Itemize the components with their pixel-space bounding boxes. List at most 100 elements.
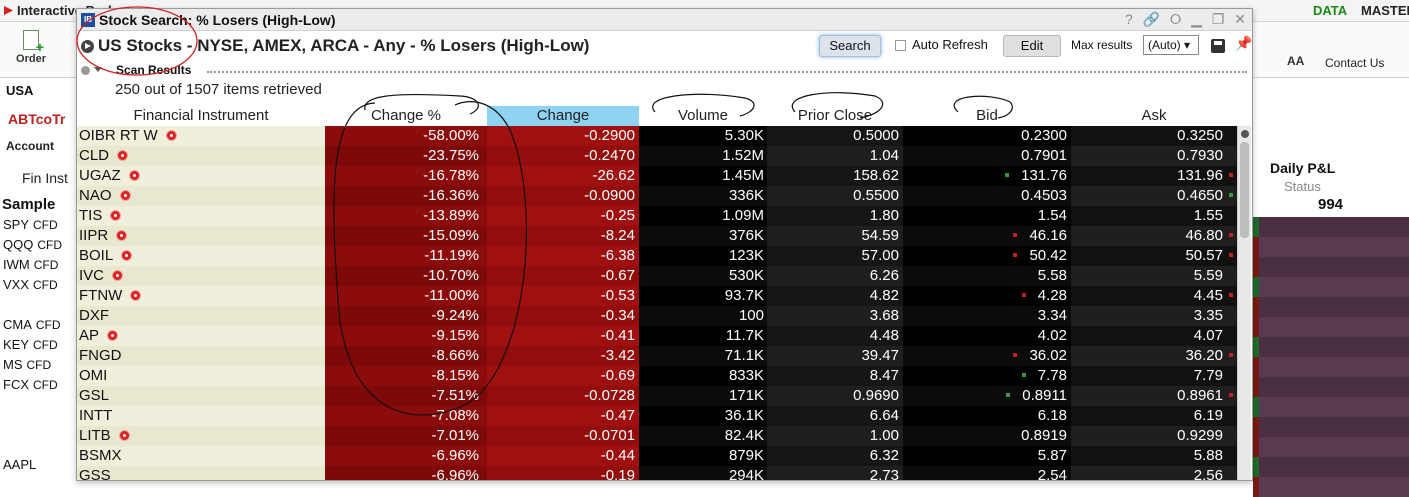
save-icon[interactable]: [1211, 39, 1225, 53]
glasses-icon[interactable]: ⭘: [1170, 11, 1182, 27]
news-icon[interactable]: [119, 190, 131, 201]
watchlist-symbol[interactable]: IWM CFD: [3, 257, 58, 272]
watchlist-symbol[interactable]: FCX CFD: [3, 377, 58, 392]
cell-change-value: -0.44: [600, 447, 635, 464]
watchlist-symbol[interactable]: MS CFD: [3, 357, 51, 372]
table-row[interactable]: INTT -7.08% -0.47 36.1K 6.64 6.18 6.19: [77, 406, 1237, 426]
news-icon[interactable]: [121, 250, 133, 261]
news-icon[interactable]: [112, 270, 124, 281]
header-change-percent[interactable]: Change %: [370, 107, 442, 124]
watchlist-symbol[interactable]: KEY CFD: [3, 337, 58, 352]
table-row[interactable]: GSS -6.96% -0.19 294K 2.73 2.54 2.56: [77, 466, 1237, 480]
tick-indicator: [1229, 233, 1233, 237]
cell-change-percent: -10.70%: [325, 266, 487, 286]
row-marker: [1253, 377, 1259, 397]
cell-change-percent: -11.19%: [325, 246, 487, 266]
header-prior-close[interactable]: Prior Close: [797, 107, 873, 124]
watchlist-symbol[interactable]: CMA CFD: [3, 317, 61, 332]
cell-ask: 0.3250: [1071, 126, 1237, 146]
watchlist-symbol[interactable]: AAPL: [3, 457, 36, 472]
news-icon[interactable]: [107, 330, 119, 341]
vertical-scrollbar[interactable]: [1237, 126, 1251, 480]
cell-bid: 0.2300: [903, 126, 1071, 146]
search-button[interactable]: Search: [819, 35, 881, 57]
table-row[interactable]: FTNW -11.00% -0.53 93.7K 4.82 4.28 4.45: [77, 286, 1237, 306]
cell-ask-value: 5.59: [1193, 267, 1223, 284]
auto-refresh-checkbox[interactable]: [895, 40, 906, 51]
link-icon[interactable]: 🔗: [1142, 11, 1161, 27]
cell-ask: 6.19: [1071, 406, 1237, 426]
header-financial-instrument[interactable]: Financial Instrument: [133, 107, 269, 124]
close-icon[interactable]: ✕: [1234, 11, 1246, 27]
play-icon[interactable]: [81, 40, 94, 53]
news-icon[interactable]: [117, 150, 129, 161]
tick-indicator: [1006, 393, 1011, 397]
max-results-select[interactable]: (Auto) ▾: [1143, 35, 1199, 55]
pin-icon[interactable]: 📌: [1235, 35, 1253, 51]
cell-instrument: BOIL: [77, 246, 325, 266]
table-row[interactable]: AP -9.15% -0.41 11.7K 4.48 4.02 4.07: [77, 326, 1237, 346]
table-row[interactable]: OMI -8.15% -0.69 833K 8.47 7.78 7.79: [77, 366, 1237, 386]
header-ask[interactable]: Ask: [1141, 107, 1167, 124]
cell-ask: 5.59: [1071, 266, 1237, 286]
cell-prior-close-value: 8.47: [869, 367, 899, 384]
cell-instrument-value: IIPR: [79, 227, 109, 244]
edit-button[interactable]: Edit: [1003, 35, 1061, 57]
symbol-ticker: FCX: [3, 377, 29, 392]
news-icon[interactable]: [118, 430, 130, 441]
header-volume[interactable]: Volume: [677, 107, 729, 124]
watchlist-symbol[interactable]: SPY CFD: [3, 217, 58, 232]
table-row[interactable]: DXF -9.24% -0.34 100 3.68 3.34 3.35: [77, 306, 1237, 326]
news-icon[interactable]: [165, 130, 177, 141]
popup-title-bar[interactable]: IB Stock Search: % Losers (High-Low) ? 🔗…: [77, 9, 1252, 31]
news-icon[interactable]: [110, 210, 122, 221]
cell-change-value: -0.34: [600, 307, 635, 324]
minimize-icon[interactable]: ▁: [1191, 11, 1202, 27]
table-row[interactable]: UGAZ -16.78% -26.62 1.45M 158.62 131.76 131.96: [77, 166, 1237, 186]
table-row[interactable]: CLD -23.75% -0.2470 1.52M 1.04 0.7901 0.7930: [77, 146, 1237, 166]
cell-change-percent-value: -7.01%: [431, 427, 479, 444]
data-indicator[interactable]: DATA: [1313, 3, 1348, 18]
help-icon[interactable]: ?: [1125, 11, 1133, 27]
cell-volume-value: 530K: [728, 267, 764, 284]
scroll-thumb[interactable]: [1240, 142, 1249, 238]
watchlist-symbol[interactable]: VXX CFD: [3, 277, 58, 292]
table-row[interactable]: BSMX -6.96% -0.44 879K 6.32 5.87 5.88: [77, 446, 1237, 466]
page-tab[interactable]: ABTcoTr: [8, 111, 66, 127]
right-panel-row: [1253, 337, 1409, 357]
news-icon[interactable]: [128, 170, 140, 181]
order-button[interactable]: Order: [10, 28, 52, 74]
font-size-button[interactable]: AA: [1287, 54, 1305, 68]
header-bid[interactable]: Bid: [976, 107, 998, 124]
table-row[interactable]: OIBR RT W -58.00% -0.2900 5.30K 0.5000 0.2300…: [77, 126, 1237, 146]
table-row[interactable]: BOIL -11.19% -6.38 123K 57.00 50.42 50.57: [77, 246, 1237, 266]
maximize-icon[interactable]: ❐: [1211, 11, 1225, 27]
row-marker: [1253, 277, 1259, 297]
cell-ask: 0.4650: [1071, 186, 1237, 206]
table-row[interactable]: IVC -10.70% -0.67 530K 6.26 5.58 5.59: [77, 266, 1237, 286]
cell-change-percent: -8.66%: [325, 346, 487, 366]
chevron-down-icon[interactable]: [94, 67, 102, 72]
cell-change: -0.25: [487, 206, 639, 226]
cell-volume: 82.4K: [639, 426, 767, 446]
cell-change-value: -0.41: [600, 327, 635, 344]
table-row[interactable]: NAO -16.36% -0.0900 336K 0.5500 0.4503 0.4650: [77, 186, 1237, 206]
table-row[interactable]: FNGD -8.66% -3.42 71.1K 39.47 36.02 36.20: [77, 346, 1237, 366]
header-change[interactable]: Change: [487, 106, 639, 126]
cell-change: -0.19: [487, 466, 639, 480]
news-icon[interactable]: [116, 230, 128, 241]
cell-change-percent-value: -10.70%: [423, 267, 479, 284]
row-marker: [1253, 417, 1259, 437]
collapse-toggle-icon[interactable]: [81, 66, 90, 75]
cell-change: -6.38: [487, 246, 639, 266]
watchlist-symbol[interactable]: QQQ CFD: [3, 237, 62, 252]
table-row[interactable]: IIPR -15.09% -8.24 376K 54.59 46.16 46.80: [77, 226, 1237, 246]
scroll-up-icon[interactable]: [1241, 130, 1249, 138]
table-row[interactable]: GSL -7.51% -0.0728 171K 0.9690 0.8911 0.8961: [77, 386, 1237, 406]
cell-prior-close: 57.00: [767, 246, 903, 266]
table-row[interactable]: LITB -7.01% -0.0701 82.4K 1.00 0.8919 0.9299: [77, 426, 1237, 446]
contact-us-link[interactable]: Contact Us: [1325, 56, 1385, 70]
news-icon[interactable]: [130, 290, 142, 301]
table-row[interactable]: TIS -13.89% -0.25 1.09M 1.80 1.54 1.55: [77, 206, 1237, 226]
cell-volume: 11.7K: [639, 326, 767, 346]
